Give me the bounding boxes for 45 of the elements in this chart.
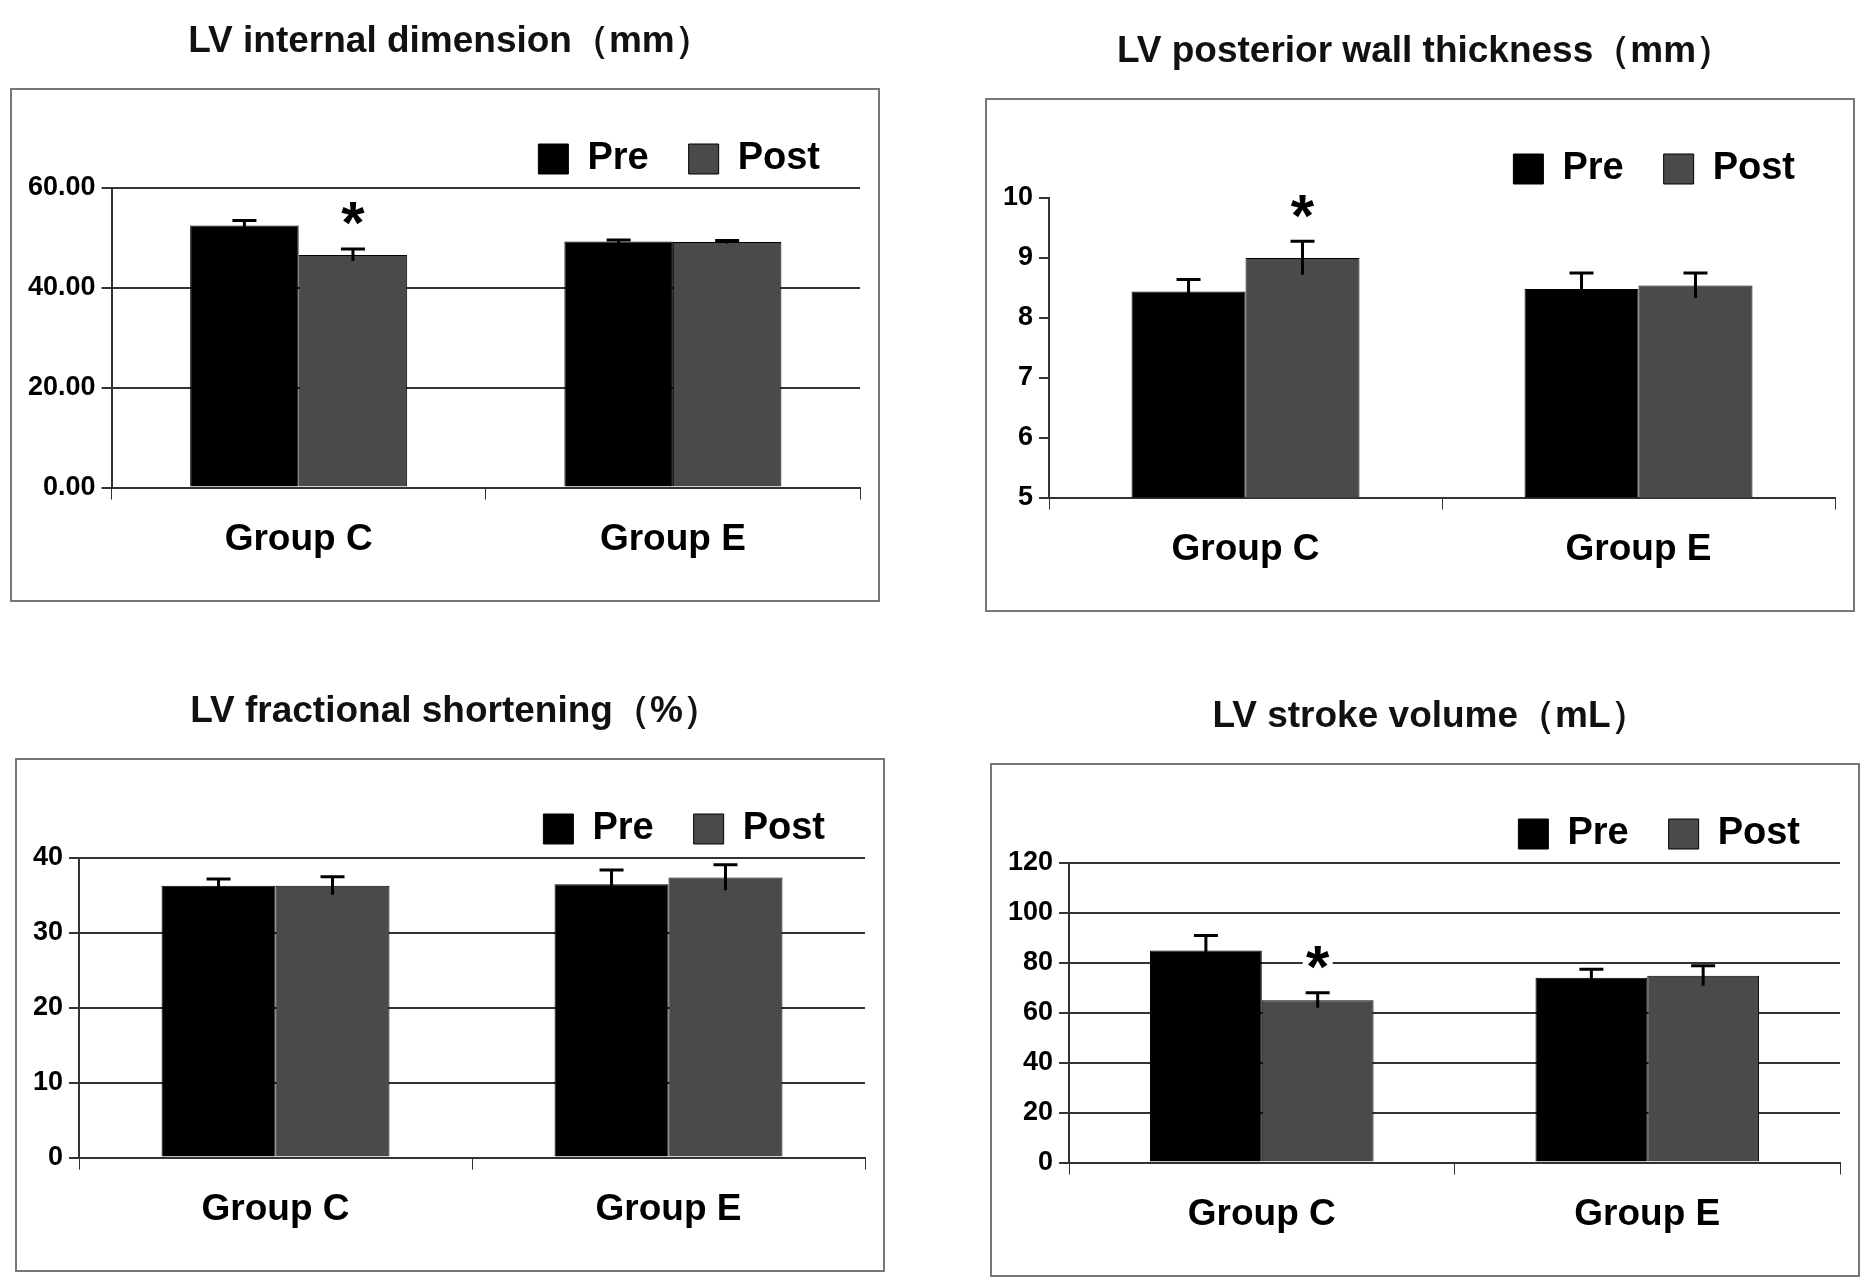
x-tick-label: Group E <box>1574 1192 1721 1233</box>
y-tick-label: 9 <box>1018 241 1034 272</box>
x-tick-label: Group C <box>1171 527 1320 568</box>
y-tick-label: 120 <box>1007 846 1054 877</box>
y-tick-label: 40 <box>1023 1046 1054 1077</box>
y-tick-label: 0 <box>1038 1146 1054 1177</box>
chart-title: LV internal dimension（mm） <box>187 18 713 62</box>
legend-label: Pre <box>1567 810 1629 853</box>
y-tick-label: 0.00 <box>43 471 96 502</box>
y-tick-label: 8 <box>1018 301 1034 332</box>
y-tick-label: 7 <box>1018 361 1034 392</box>
y-tick-label: 60.00 <box>27 171 96 202</box>
y-tick-label: 30 <box>32 916 64 947</box>
x-tick-label: Group E <box>1565 527 1712 568</box>
y-tick-label: 0 <box>48 1141 64 1172</box>
legend-label: Pre <box>592 805 654 848</box>
y-tick-label: 20 <box>32 991 64 1022</box>
annotation: * <box>1306 933 1330 1001</box>
y-tick-label: 40 <box>32 841 64 872</box>
y-tick-label: 40.00 <box>27 271 96 302</box>
chart-title: LV stroke volume（mL） <box>1211 693 1649 737</box>
x-tick-label: Group C <box>224 517 373 558</box>
x-tick-label: Group C <box>1187 1192 1336 1233</box>
y-tick-label: 20.00 <box>27 371 96 402</box>
legend-label: Post <box>737 135 821 178</box>
y-tick-label: 80 <box>1023 946 1054 977</box>
chart-title: LV fractional shortening（%） <box>189 688 721 732</box>
legend-label: Post <box>1717 810 1801 853</box>
annotation: * <box>341 189 366 257</box>
y-tick-label: 6 <box>1018 421 1034 452</box>
y-tick-label: 60 <box>1023 996 1054 1027</box>
y-tick-label: 100 <box>1007 896 1054 927</box>
y-tick-label: 10 <box>32 1066 64 1097</box>
y-tick-label: 10 <box>1002 181 1034 212</box>
x-tick-label: Group E <box>595 1187 742 1228</box>
legend-label: Post <box>742 805 826 848</box>
x-tick-label: Group E <box>599 517 746 558</box>
y-tick-label: 5 <box>1018 481 1034 512</box>
y-tick-label: 20 <box>1023 1096 1054 1127</box>
annotation: * <box>1290 181 1315 249</box>
legend-label: Pre <box>587 135 649 178</box>
legend-label: Pre <box>1562 145 1624 188</box>
x-tick-label: Group C <box>201 1187 350 1228</box>
chart-title: LV posterior wall thickness（mm） <box>1115 28 1735 72</box>
legend-label: Post <box>1712 145 1796 188</box>
